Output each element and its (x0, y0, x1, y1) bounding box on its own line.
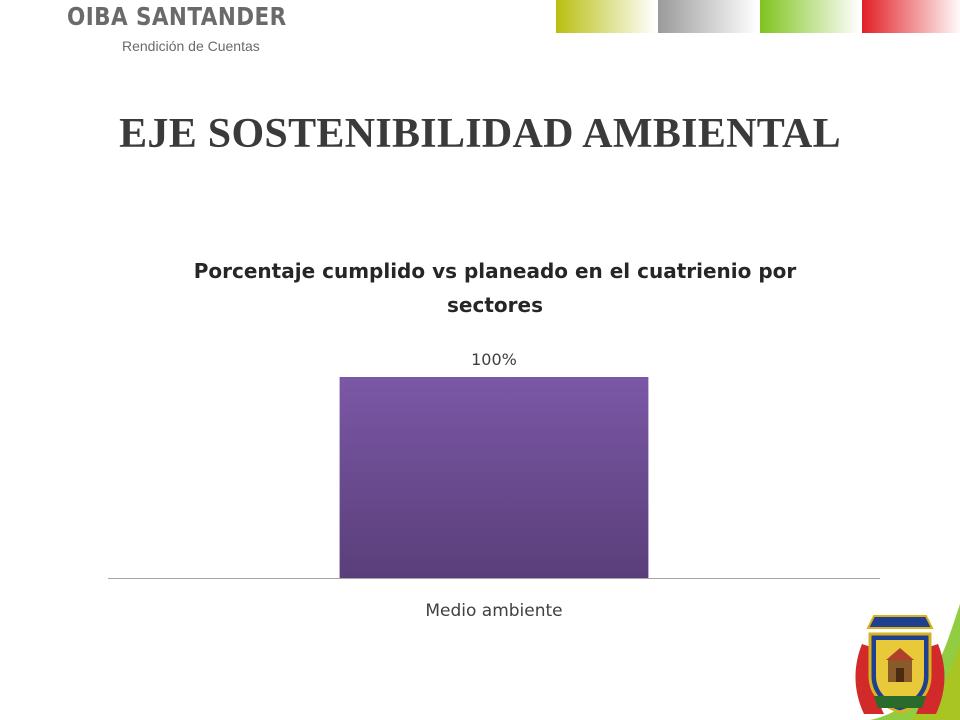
coat-of-arms-icon (855, 604, 960, 720)
category-label-0: Medio ambiente (425, 601, 562, 621)
color-bar-olive (556, 0, 656, 33)
brand-subtitle: Rendición de Cuentas (122, 38, 260, 54)
color-bar-green (760, 0, 860, 33)
data-label-0: 100% (471, 350, 517, 369)
color-bar-gray (658, 0, 758, 33)
color-bar-red (862, 0, 960, 33)
brand-name: OIBA SANTANDER (67, 2, 287, 31)
slide-title: EJE SOSTENIBILIDAD AMBIENTAL (119, 111, 841, 157)
chart-title: Porcentaje cumplido vs planeado en el cu… (193, 259, 797, 317)
bar-0 (339, 377, 649, 578)
header-color-bars (556, 0, 960, 33)
brand-logo: OIBA SANTANDER Rendición de Cuentas (67, 2, 322, 54)
